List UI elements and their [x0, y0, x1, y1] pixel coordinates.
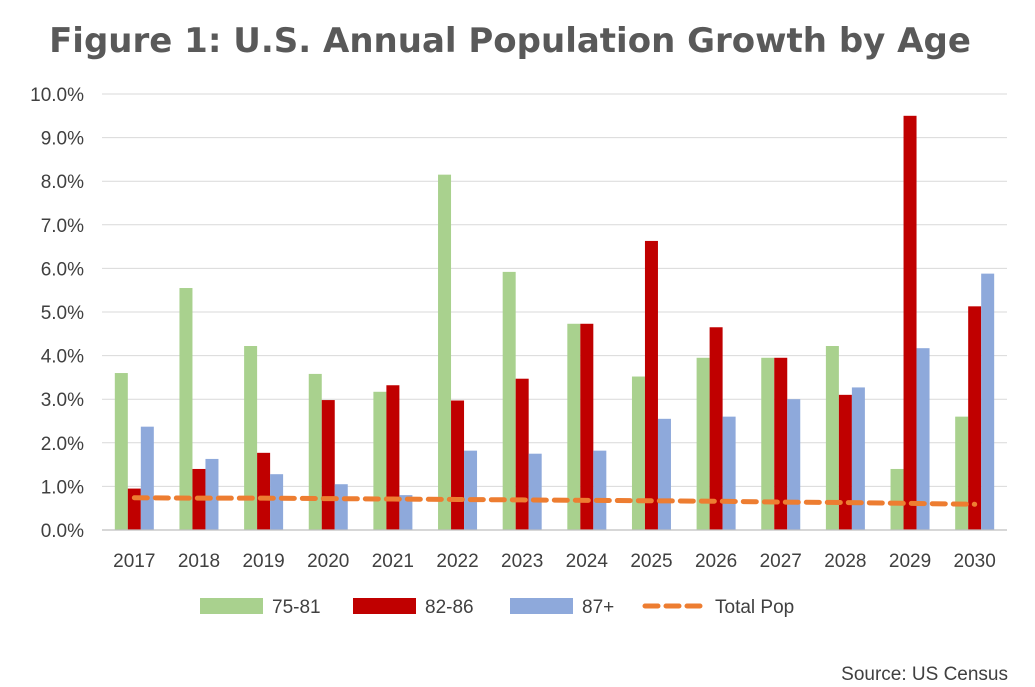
- bar-87+-2023: [528, 453, 542, 530]
- x-axis: 2017 2018 2019 2020 2021 2022 2023 2024 2025 2026…: [102, 529, 1007, 572]
- legend: 75-81 82-86 87+ Total Pop: [200, 597, 794, 618]
- x-tick-label: 2018: [178, 551, 220, 572]
- bar-82-86-2019: [257, 452, 271, 530]
- y-tick-label: 0.0%: [41, 521, 84, 542]
- y-tick-label: 1.0%: [41, 477, 84, 498]
- bar-75-81-2024: [567, 323, 581, 530]
- bar-75-81-2026: [696, 357, 710, 530]
- bar-82-86-2027: [774, 357, 788, 530]
- bar-82-86-2022: [451, 400, 465, 530]
- bar-82-86-2017: [127, 488, 141, 530]
- bar-87+-2024: [593, 450, 607, 530]
- bar-87+-2017: [140, 426, 154, 530]
- bar-87+-2028: [851, 387, 865, 530]
- x-tick-label: 2020: [307, 551, 349, 572]
- x-tick-label: 2027: [760, 551, 802, 572]
- series-line-total-pop: [131, 495, 978, 507]
- bar-82-86-2020: [321, 400, 335, 530]
- bar-87+-2025: [657, 418, 671, 530]
- bar-82-86-2025: [644, 240, 658, 530]
- x-tick-label: 2022: [436, 551, 478, 572]
- x-tick-label: 2030: [954, 551, 996, 572]
- x-tick-label: 2029: [889, 551, 931, 572]
- y-axis-tick-labels: 0.0% 1.0% 2.0% 3.0% 4.0% 5.0% 6.0% 7.0% 8.0% 9.0%…: [30, 85, 84, 542]
- bar-82-86-2021: [386, 385, 400, 530]
- bar-82-86-2023: [515, 378, 529, 530]
- bar-87+-2020: [334, 484, 348, 530]
- bar-75-81-2028: [825, 346, 839, 530]
- y-tick-label: 2.0%: [41, 434, 84, 455]
- bar-82-86-2024: [580, 323, 594, 530]
- total-pop-line-layer: [131, 495, 978, 507]
- bar-75-81-2030: [955, 416, 969, 530]
- bar-87+-2029: [916, 348, 930, 530]
- y-tick-label: 4.0%: [41, 347, 84, 368]
- bar-75-81-2018: [179, 288, 193, 530]
- bar-75-81-2019: [244, 346, 258, 530]
- bar-75-81-2021: [373, 391, 387, 530]
- chart-title: Figure 1: U.S. Annual Population Growth …: [49, 21, 971, 61]
- bar-87+-2030: [981, 273, 995, 530]
- bar-marks: [114, 115, 995, 531]
- legend-swatch-75-81: [200, 598, 263, 614]
- bar-87+-2026: [722, 416, 736, 530]
- bar-75-81-2023: [502, 271, 516, 530]
- bar-87+-2019: [270, 474, 284, 530]
- bar-75-81-2029: [890, 468, 904, 530]
- y-tick-label: 3.0%: [41, 390, 84, 411]
- bar-87+-2018: [205, 458, 219, 530]
- bar-82-86-2028: [838, 394, 852, 530]
- x-tick-label: 2026: [695, 551, 737, 572]
- legend-label: Total Pop: [715, 597, 794, 618]
- legend-label: 82-86: [425, 597, 474, 618]
- y-tick-label: 7.0%: [41, 216, 84, 237]
- source-note: Source: US Census: [841, 664, 1008, 685]
- bar-82-86-2026: [709, 327, 723, 530]
- legend-label: 75-81: [272, 597, 321, 618]
- y-tick-label: 6.0%: [41, 259, 84, 280]
- bar-75-81-2022: [438, 174, 452, 530]
- x-tick-label: 2017: [113, 551, 155, 572]
- y-tick-label: 8.0%: [41, 172, 84, 193]
- legend-swatch-87+: [510, 598, 573, 614]
- bar-87+-2027: [787, 399, 801, 530]
- bar-75-81-2020: [308, 373, 322, 530]
- bar-87+-2021: [399, 495, 413, 530]
- x-tick-label: 2025: [630, 551, 672, 572]
- bar-75-81-2025: [631, 376, 645, 530]
- x-tick-label: 2021: [372, 551, 414, 572]
- x-tick-label: 2028: [824, 551, 866, 572]
- gridlines: [102, 93, 1007, 487]
- bar-82-86-2030: [968, 306, 982, 530]
- bar-87+-2022: [464, 450, 478, 530]
- x-tick-label: 2023: [501, 551, 543, 572]
- x-tick-label: 2024: [566, 551, 609, 572]
- legend-label: 87+: [582, 597, 614, 618]
- y-tick-label: 9.0%: [41, 129, 84, 150]
- bar-75-81-2027: [761, 357, 775, 530]
- x-tick-label: 2019: [242, 551, 284, 572]
- legend-swatch-82-86: [353, 598, 416, 614]
- y-tick-label: 5.0%: [41, 303, 84, 324]
- bar-75-81-2017: [114, 373, 128, 530]
- bar-82-86-2029: [903, 115, 917, 531]
- y-tick-label: 10.0%: [30, 85, 84, 106]
